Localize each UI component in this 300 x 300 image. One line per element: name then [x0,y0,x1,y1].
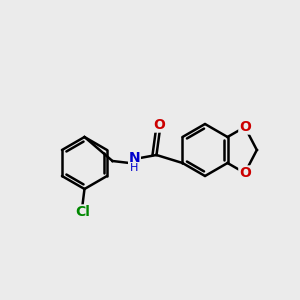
Text: H: H [130,163,139,173]
Text: O: O [239,120,251,134]
Text: Cl: Cl [75,205,90,219]
Text: O: O [154,118,165,132]
Text: N: N [129,151,140,165]
Text: O: O [239,166,251,180]
